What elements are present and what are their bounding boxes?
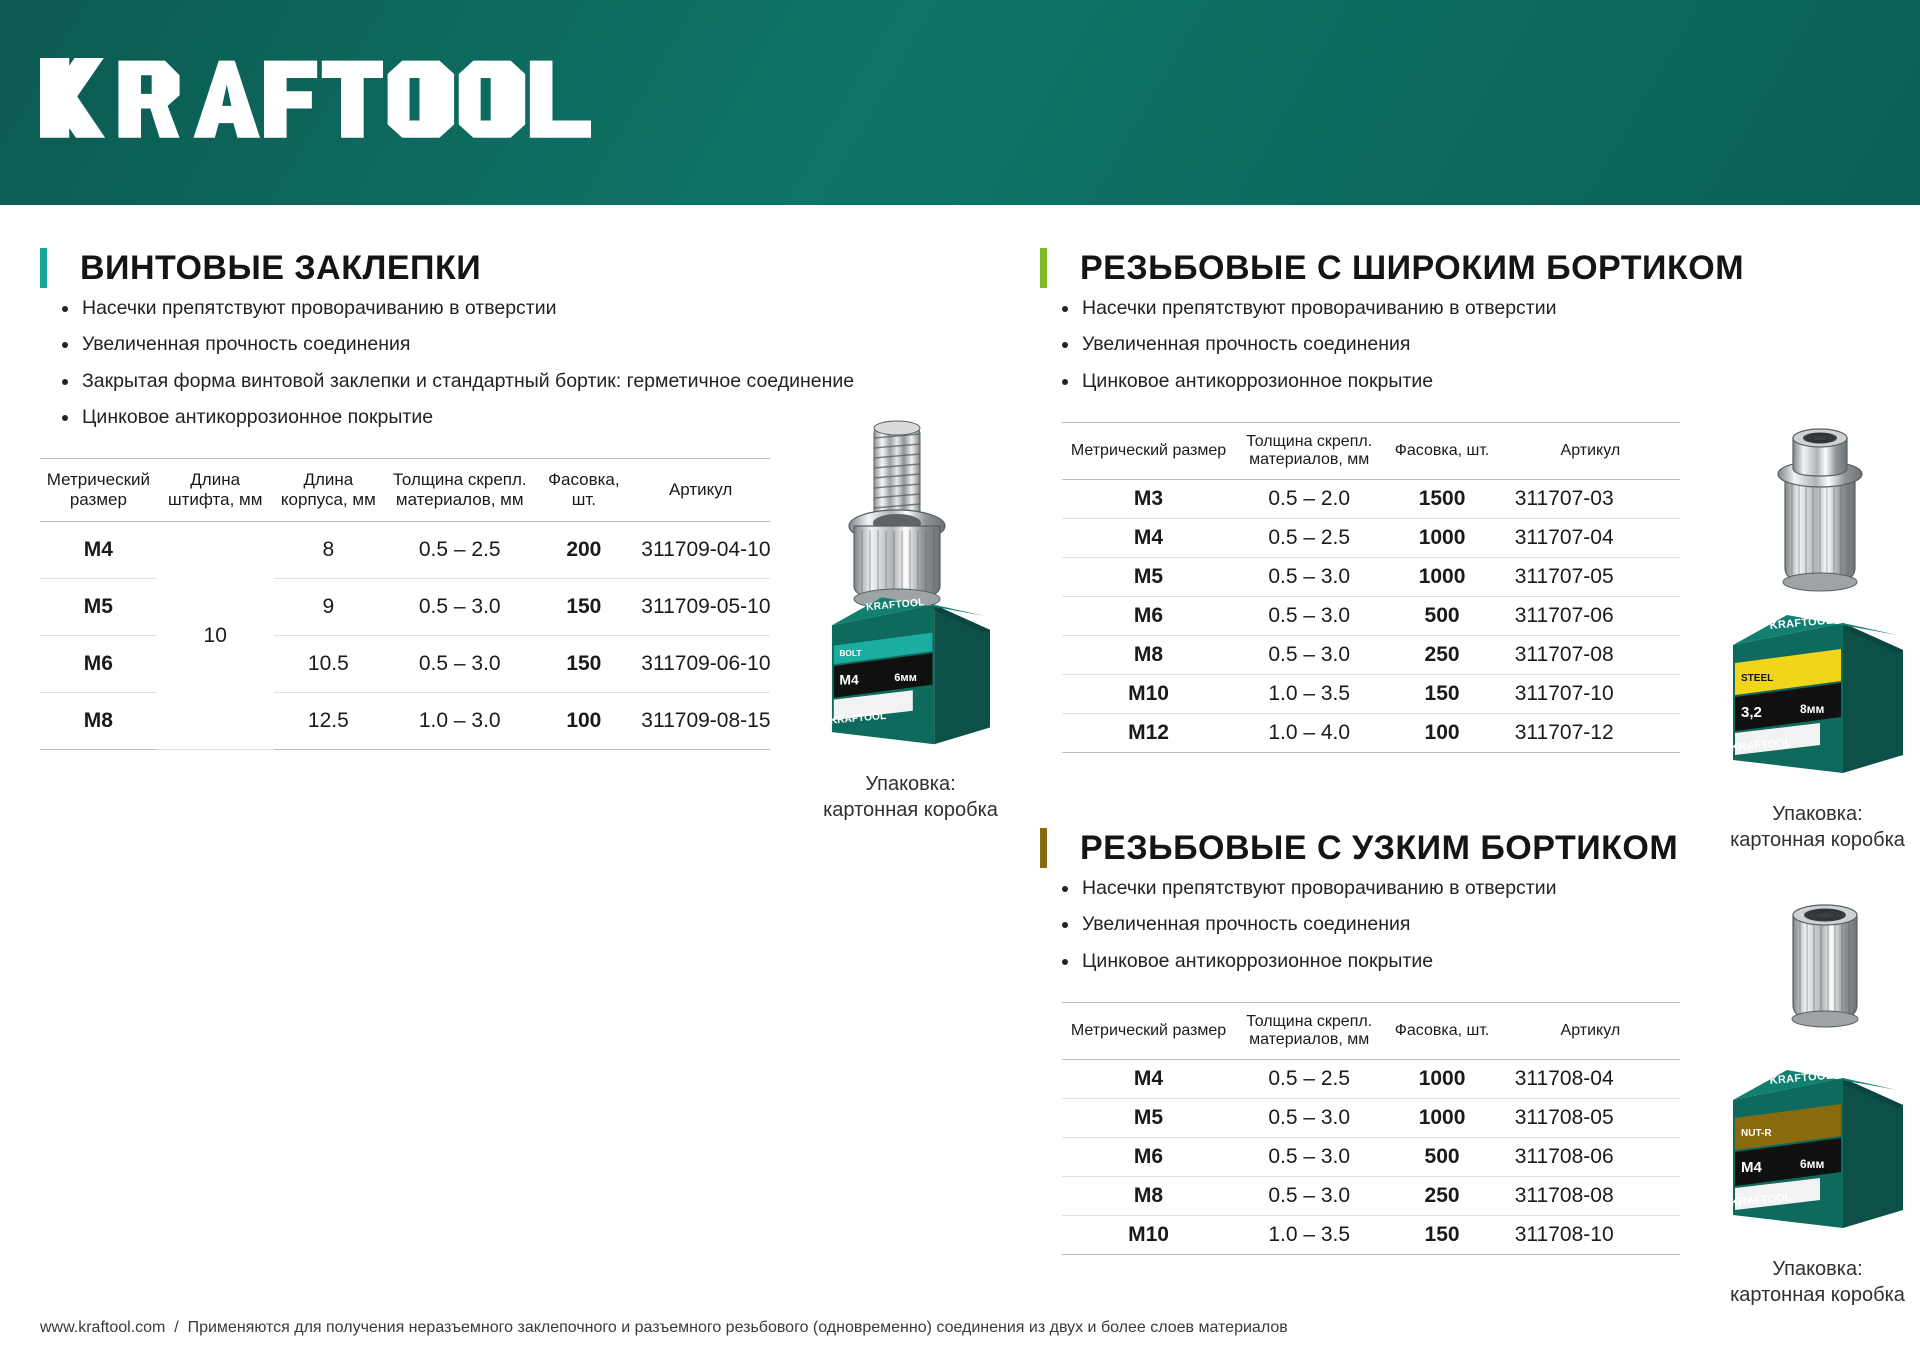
svg-text:M4: M4 bbox=[839, 672, 859, 688]
svg-text:STEEL: STEEL bbox=[1741, 673, 1773, 684]
svg-text:6мм: 6мм bbox=[894, 672, 917, 684]
svg-text:6мм: 6мм bbox=[1800, 1157, 1825, 1171]
svg-text:NUT-R: NUT-R bbox=[1741, 1128, 1772, 1139]
svg-text:BOLT: BOLT bbox=[839, 648, 862, 658]
svg-text:8мм: 8мм bbox=[1800, 702, 1825, 716]
svg-text:3,2: 3,2 bbox=[1741, 704, 1762, 721]
svg-text:M4: M4 bbox=[1741, 1159, 1762, 1176]
